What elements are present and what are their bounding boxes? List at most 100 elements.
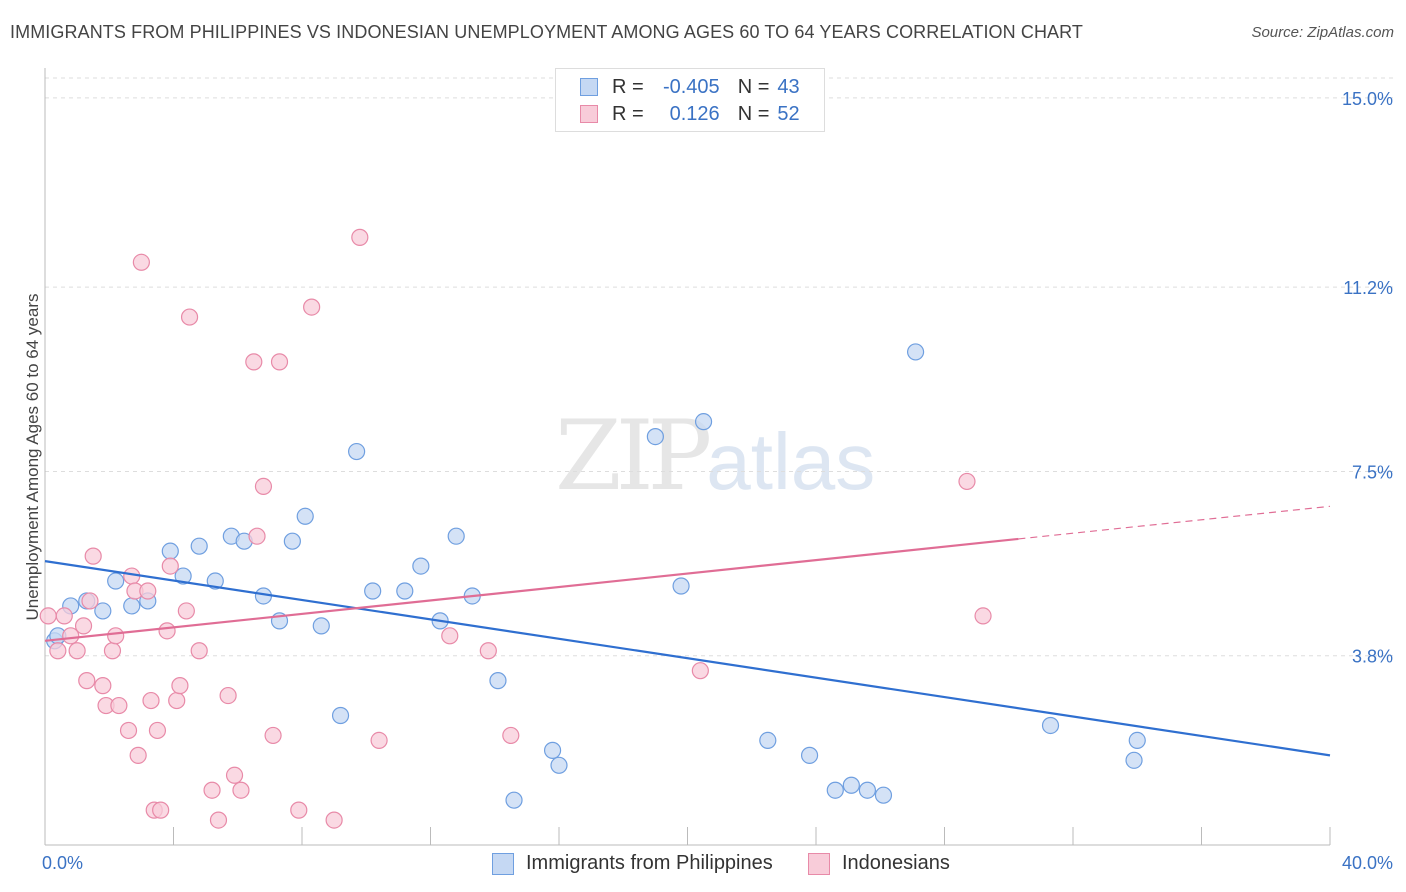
data-point-indonesians	[39, 607, 57, 625]
data-point-indonesians	[691, 662, 709, 680]
data-point-indonesians	[168, 691, 186, 710]
data-point-philippines	[505, 791, 523, 809]
data-point-indonesians	[161, 557, 179, 575]
data-point-philippines	[296, 507, 314, 525]
bottom-legend-philippines[interactable]: Immigrants from Philippines	[492, 852, 773, 875]
data-point-philippines	[800, 746, 819, 764]
data-point-indonesians	[110, 696, 128, 715]
x-tick-label: 0.0%	[42, 853, 83, 873]
data-point-indonesians	[974, 607, 992, 625]
data-point-indonesians	[248, 527, 266, 545]
data-point-indonesians	[479, 642, 497, 660]
y-tick-label: 15.0%	[1342, 89, 1393, 109]
legend-n-label: N =	[737, 75, 770, 98]
data-point-philippines	[842, 776, 860, 794]
data-point-indonesians	[148, 721, 167, 740]
data-point-indonesians	[303, 298, 321, 316]
data-point-indonesians	[119, 721, 138, 740]
legend-n-label: N =	[737, 102, 770, 125]
data-point-indonesians	[245, 353, 263, 371]
data-point-indonesians	[441, 627, 459, 645]
data-point-philippines	[396, 582, 414, 600]
legend-r-label: R =	[612, 102, 644, 125]
data-point-indonesians	[203, 781, 221, 799]
legend-r-value: 0.126	[669, 102, 720, 125]
bottom-legend-swatch-indonesians	[808, 852, 830, 875]
data-point-indonesians	[270, 353, 289, 371]
watermark: ZIPatlas	[555, 400, 875, 512]
bottom-legend-label: Indonesians	[842, 852, 950, 874]
data-point-indonesians	[370, 731, 388, 750]
data-point-indonesians	[139, 582, 157, 600]
data-point-philippines	[107, 572, 125, 590]
correlation-legend: R = -0.405 N = 43 R = 0.126 N = 52	[555, 68, 825, 132]
data-point-indonesians	[129, 746, 147, 764]
data-point-indonesians	[225, 766, 244, 784]
data-point-philippines	[123, 597, 141, 615]
data-point-philippines	[694, 413, 713, 431]
trend-line-indonesians	[44, 537, 1019, 642]
y-axis-label: Unemployment Among Ages 60 to 64 years	[23, 294, 42, 621]
data-point-indonesians	[84, 547, 102, 565]
data-point-indonesians	[209, 811, 228, 829]
data-point-indonesians	[502, 726, 520, 745]
legend-r-value: -0.405	[662, 75, 720, 98]
data-point-philippines	[312, 617, 330, 635]
source-label: Source: ZipAtlas.com	[1251, 24, 1394, 41]
data-point-indonesians	[264, 726, 282, 745]
trend-line-philippines	[44, 560, 1331, 757]
data-point-indonesians	[94, 677, 112, 695]
y-tick-label: 7.5%	[1352, 462, 1393, 482]
data-point-philippines	[206, 572, 224, 590]
data-point-indonesians	[171, 677, 189, 695]
data-point-philippines	[94, 602, 112, 620]
watermark-zip: ZIP	[555, 400, 712, 512]
data-point-philippines	[874, 786, 893, 804]
y-tick-label: 11.2%	[1343, 278, 1393, 298]
chart-title: IMMIGRANTS FROM PHILIPPINES VS INDONESIA…	[10, 22, 1084, 42]
data-point-philippines	[906, 343, 925, 361]
bottom-legend: Immigrants from Philippines Indonesians	[0, 852, 1406, 876]
legend-n-value: 43	[777, 75, 800, 98]
y-tick-label: 3.8%	[1352, 647, 1393, 667]
data-point-indonesians	[290, 801, 308, 819]
data-point-philippines	[364, 582, 382, 600]
data-point-indonesians	[68, 642, 86, 660]
data-point-philippines	[190, 537, 208, 555]
data-point-philippines	[1128, 731, 1146, 750]
x-tick-label: 40.0%	[1342, 853, 1393, 873]
data-point-philippines	[1125, 751, 1143, 769]
legend-swatch-indonesians	[580, 105, 598, 123]
data-point-indonesians	[325, 811, 343, 829]
data-point-philippines	[550, 756, 568, 774]
data-point-indonesians	[219, 686, 237, 705]
legend-row-philippines: R = -0.405 N = 43	[580, 76, 800, 98]
legend-row-indonesians: R = 0.126 N = 52	[580, 103, 800, 125]
data-point-indonesians	[49, 642, 67, 660]
data-point-indonesians	[190, 642, 208, 660]
data-point-indonesians	[62, 627, 80, 645]
data-point-indonesians	[180, 308, 199, 326]
data-point-indonesians	[152, 801, 170, 819]
data-point-indonesians	[142, 691, 160, 710]
data-point-indonesians	[55, 607, 73, 625]
data-point-indonesians	[158, 622, 176, 640]
data-point-indonesians	[103, 642, 122, 660]
data-point-philippines	[672, 577, 690, 595]
bottom-legend-indonesians[interactable]: Indonesians	[808, 852, 950, 875]
bottom-legend-label: Immigrants from Philippines	[526, 852, 773, 874]
data-point-indonesians	[232, 781, 250, 799]
watermark-atlas: atlas	[706, 417, 876, 506]
data-point-indonesians	[254, 477, 273, 496]
data-point-philippines	[412, 557, 430, 575]
data-point-philippines	[826, 781, 844, 799]
data-point-indonesians	[132, 253, 150, 271]
data-point-indonesians	[958, 472, 976, 491]
data-point-philippines	[174, 567, 192, 585]
legend-n-value: 52	[777, 102, 800, 125]
data-point-philippines	[283, 532, 301, 550]
data-point-philippines	[543, 741, 562, 759]
legend-swatch-philippines	[580, 78, 598, 96]
data-point-indonesians	[177, 602, 195, 620]
